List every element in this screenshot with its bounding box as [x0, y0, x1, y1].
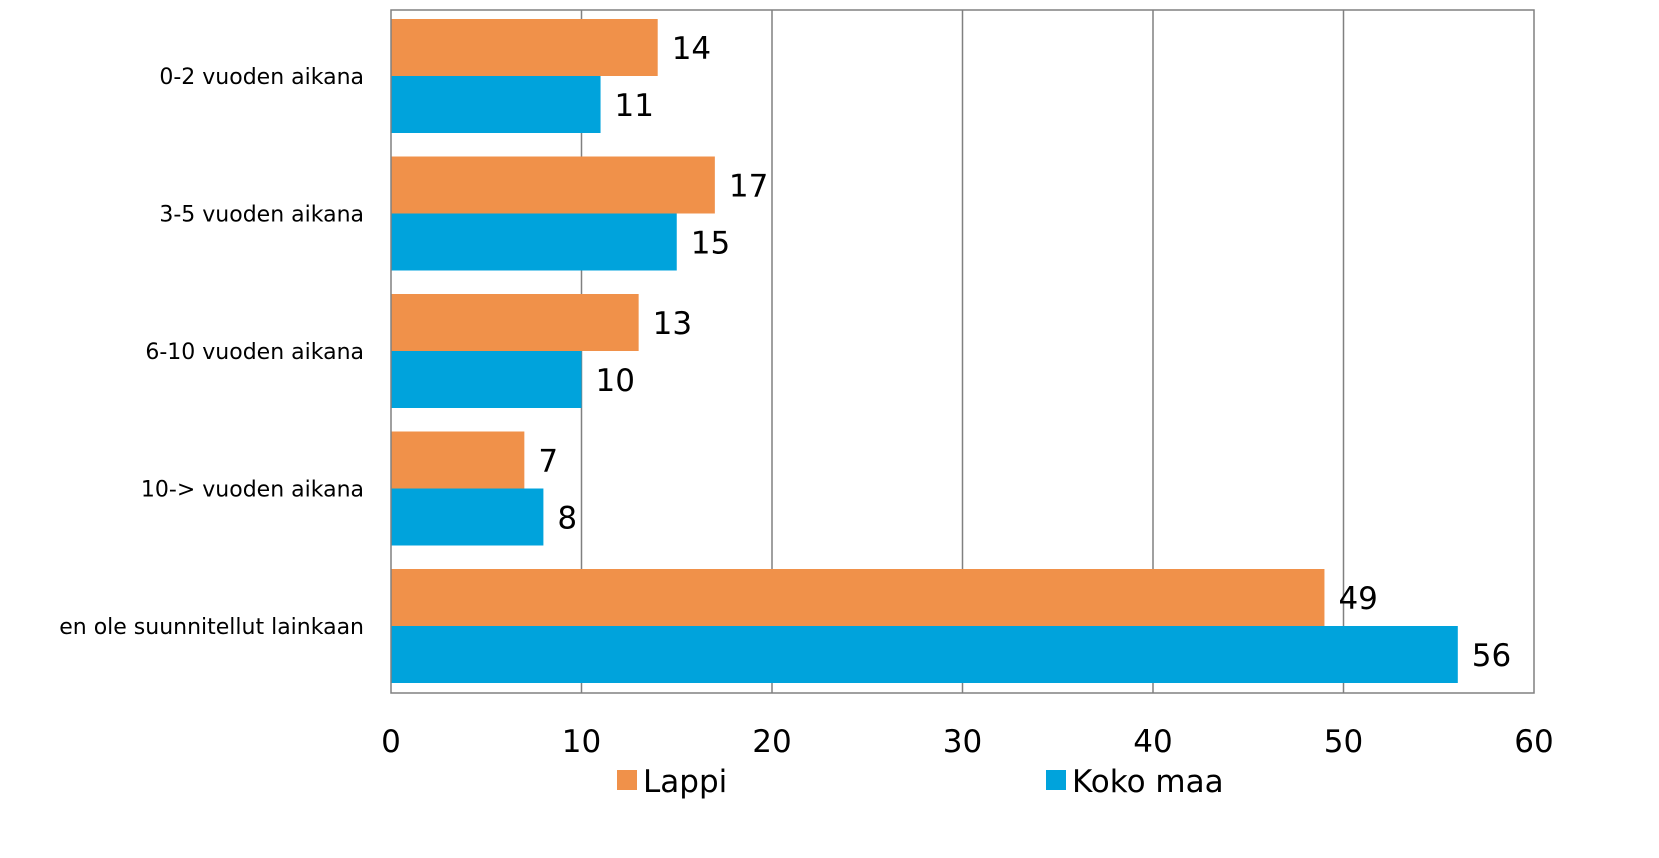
bar — [391, 294, 639, 351]
bars — [391, 19, 1458, 683]
plot-border — [390, 9, 1535, 694]
category-label: 3-5 vuoden aikana — [159, 203, 364, 228]
legend-swatch — [617, 770, 637, 790]
bar — [391, 351, 582, 408]
plot-frame — [390, 9, 1535, 694]
category-label: 10-> vuoden aikana — [141, 478, 364, 503]
data-label: 10 — [596, 363, 635, 399]
bar — [391, 626, 1458, 683]
x-tick-label: 20 — [752, 724, 791, 760]
data-label: 49 — [1338, 581, 1377, 617]
bar — [391, 213, 677, 271]
category-label: en ole suunnitellut lainkaan — [59, 615, 364, 640]
x-tick-label: 40 — [1133, 724, 1172, 760]
data-label: 14 — [672, 31, 711, 67]
x-tick-label: 30 — [943, 724, 982, 760]
bar — [391, 431, 525, 489]
x-tick-label: 50 — [1324, 724, 1363, 760]
bar — [391, 76, 601, 133]
category-labels: 0-2 vuoden aikana 3-5 vuoden aikana 6-10 v… — [59, 65, 364, 640]
bar — [391, 19, 658, 76]
data-label: 13 — [653, 306, 692, 342]
bar — [391, 488, 544, 546]
data-label: 56 — [1472, 638, 1511, 674]
x-tick-label: 60 — [1514, 724, 1553, 760]
legend-label: Lappi — [643, 764, 727, 800]
data-label: 8 — [557, 501, 577, 537]
category-label: 0-2 vuoden aikana — [159, 65, 364, 90]
data-label: 7 — [538, 444, 558, 480]
data-label: 17 — [729, 169, 768, 205]
x-tick-label: 0 — [381, 724, 401, 760]
data-labels: 14 11 17 15 13 10 7 8 49 56 — [538, 31, 1511, 674]
x-axis-tick-labels: 0 10 20 30 40 50 60 — [381, 724, 1554, 760]
data-label: 11 — [615, 88, 654, 124]
data-label: 15 — [691, 226, 730, 262]
bar — [391, 156, 715, 214]
bar — [391, 569, 1325, 626]
legend-label: Koko maa — [1072, 764, 1224, 800]
category-label: 6-10 vuoden aikana — [145, 340, 364, 365]
legend: Lappi Koko maa — [617, 764, 1224, 800]
x-tick-label: 10 — [562, 724, 601, 760]
legend-swatch — [1046, 770, 1066, 790]
